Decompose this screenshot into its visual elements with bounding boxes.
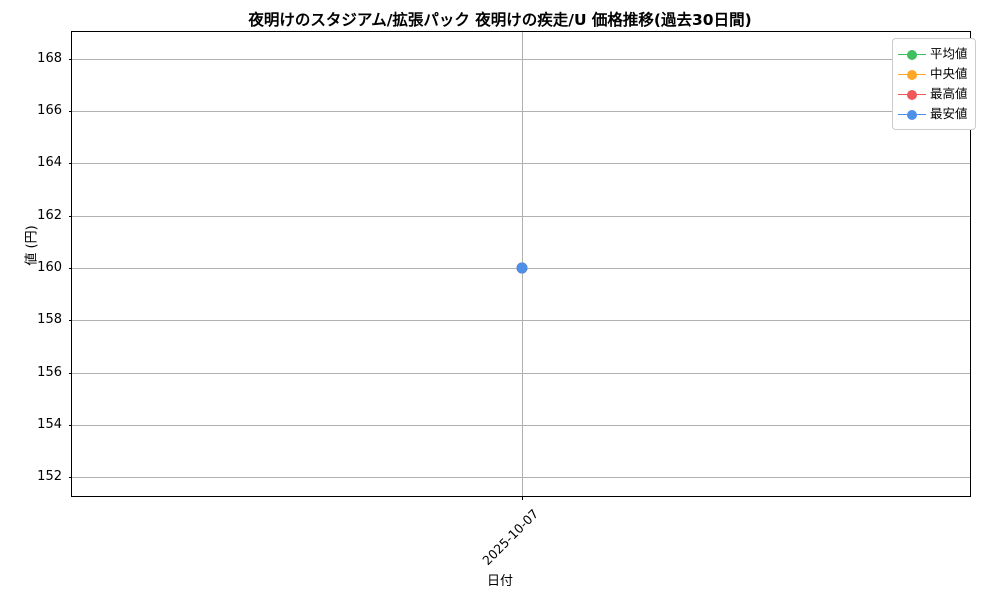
x-axis-label: 日付: [486, 574, 513, 589]
gridline-horizontal: [72, 320, 970, 321]
gridline-horizontal: [72, 216, 970, 217]
legend-item-min[interactable]: 最安値: [898, 104, 969, 124]
gridline-horizontal: [72, 59, 970, 60]
y-tick-mark: [68, 59, 72, 61]
legend-label: 平均値: [930, 46, 968, 61]
y-tick-label: 164: [37, 155, 62, 170]
y-tick-mark: [68, 477, 72, 479]
legend-marker-icon: [898, 107, 926, 121]
y-tick-mark: [68, 425, 72, 427]
y-tick-label: 166: [37, 103, 62, 118]
legend-marker-icon: [898, 67, 926, 81]
y-axis-label: 値 (円): [24, 225, 40, 266]
y-tick-label: 152: [37, 469, 62, 484]
x-tick-mark: [522, 496, 524, 500]
y-tick-mark: [68, 320, 72, 322]
x-tick-label-group: 2025-10-07: [71, 497, 971, 568]
legend-marker-icon: [898, 47, 926, 61]
plot-area: [68, 31, 971, 500]
chart-legend: 平均値 中央値 最高値 最安値: [892, 38, 976, 130]
y-tick-label: 162: [37, 208, 62, 223]
y-tick-label: 160: [37, 260, 62, 275]
gridline-horizontal: [72, 163, 970, 164]
legend-marker-icon: [898, 87, 926, 101]
legend-label: 最安値: [930, 106, 968, 121]
y-tick-mark: [68, 111, 72, 113]
legend-label: 中央値: [930, 66, 968, 81]
data-point-min: [516, 262, 528, 274]
legend-item-mean[interactable]: 平均値: [898, 44, 969, 64]
gridline-horizontal: [72, 373, 970, 374]
y-tick-mark: [68, 268, 72, 270]
y-tick-label: 158: [37, 312, 62, 327]
x-tick-label: 2025-10-07: [479, 506, 542, 568]
y-tick-mark: [68, 373, 72, 375]
gridline-horizontal: [72, 111, 970, 112]
y-tick-mark: [68, 163, 72, 165]
legend-item-median[interactable]: 中央値: [898, 64, 969, 84]
legend-label: 最高値: [930, 86, 968, 101]
y-tick-label: 156: [37, 365, 62, 380]
legend-item-max[interactable]: 最高値: [898, 84, 969, 104]
y-tick-label: 154: [37, 417, 62, 432]
gridline-horizontal: [72, 477, 970, 478]
gridline-horizontal: [72, 425, 970, 426]
y-tick-label: 168: [37, 51, 62, 66]
y-tick-mark: [68, 216, 72, 218]
chart-title: 夜明けのスタジアム/拡張パック 夜明けの疾走/U 価格推移(過去30日間): [248, 11, 752, 29]
